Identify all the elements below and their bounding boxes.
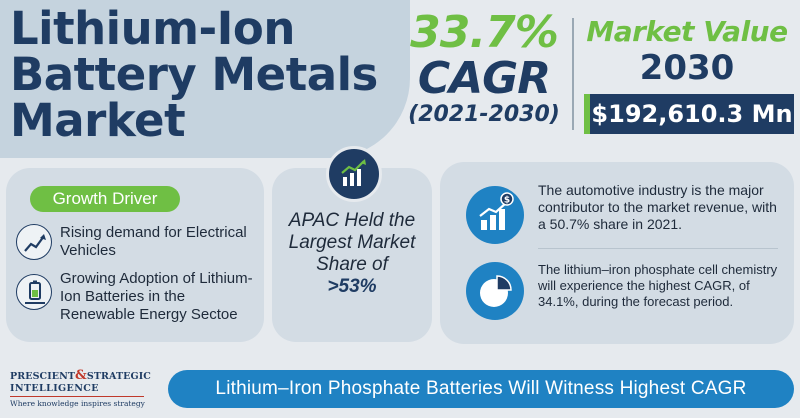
trend-up-icon [16, 224, 52, 260]
title-background [0, 0, 410, 158]
company-logo: PRESCIENT&STRATEGIC INTELLIGENCE Where k… [10, 368, 160, 408]
insights-divider [538, 248, 778, 249]
header-divider [572, 18, 574, 130]
growth-driver-item-2: Growing Adoption of Lithium-Ion Batterie… [60, 270, 253, 323]
cagr-period: (2021-2030) [408, 102, 560, 127]
logo-line-1: PRESCIENT&STRATEGIC [10, 368, 160, 383]
logo-word-strategic: STRATEGIC [86, 371, 151, 382]
logo-word-prescient: PRESCIENT [10, 371, 76, 382]
logo-rule [10, 396, 144, 397]
highlight-banner: Lithium–Iron Phosphate Batteries Will Wi… [168, 370, 794, 408]
logo-ampersand: & [75, 368, 87, 383]
apac-text: APAC Held the Largest Market Share of [288, 210, 416, 275]
title-line-1: Lithium-Ion [10, 2, 295, 55]
pie-chart-icon [466, 262, 524, 320]
apac-statement: APAC Held the Largest Market Share of >5… [272, 210, 432, 298]
title-line-3: Market [10, 94, 186, 147]
money-growth-icon: $ [466, 186, 524, 244]
market-value-block: Market Value 2030 $192,610.3 Mn [582, 15, 794, 134]
svg-text:$: $ [504, 196, 510, 206]
market-value-label: Market Value [586, 15, 788, 48]
apac-share: >53% [327, 276, 377, 297]
bar-chart-growth-icon [326, 146, 382, 202]
market-value-amount: $192,610.3 Mn [584, 94, 794, 134]
growth-driver-badge: Growth Driver [30, 186, 180, 212]
market-value-year: 2030 [639, 48, 735, 88]
insight-2: The lithium–iron phosphate cell chemistr… [538, 262, 778, 309]
logo-line-2: INTELLIGENCE [10, 383, 99, 394]
page-title: Lithium-Ion Battery Metals Market [10, 6, 410, 144]
cagr-block: 33.7% CAGR (2021-2030) [404, 10, 564, 128]
cagr-percent: 33.7% [410, 7, 559, 58]
title-line-2: Battery Metals [10, 48, 378, 101]
battery-solar-icon [16, 274, 52, 310]
growth-driver-item-1: Rising demand for Electrical Vehicles [60, 224, 247, 259]
insight-1: The automotive industry is the major con… [538, 182, 777, 232]
cagr-label: CAGR [417, 53, 551, 104]
logo-tagline: Where knowledge inspires strategy [10, 399, 145, 408]
